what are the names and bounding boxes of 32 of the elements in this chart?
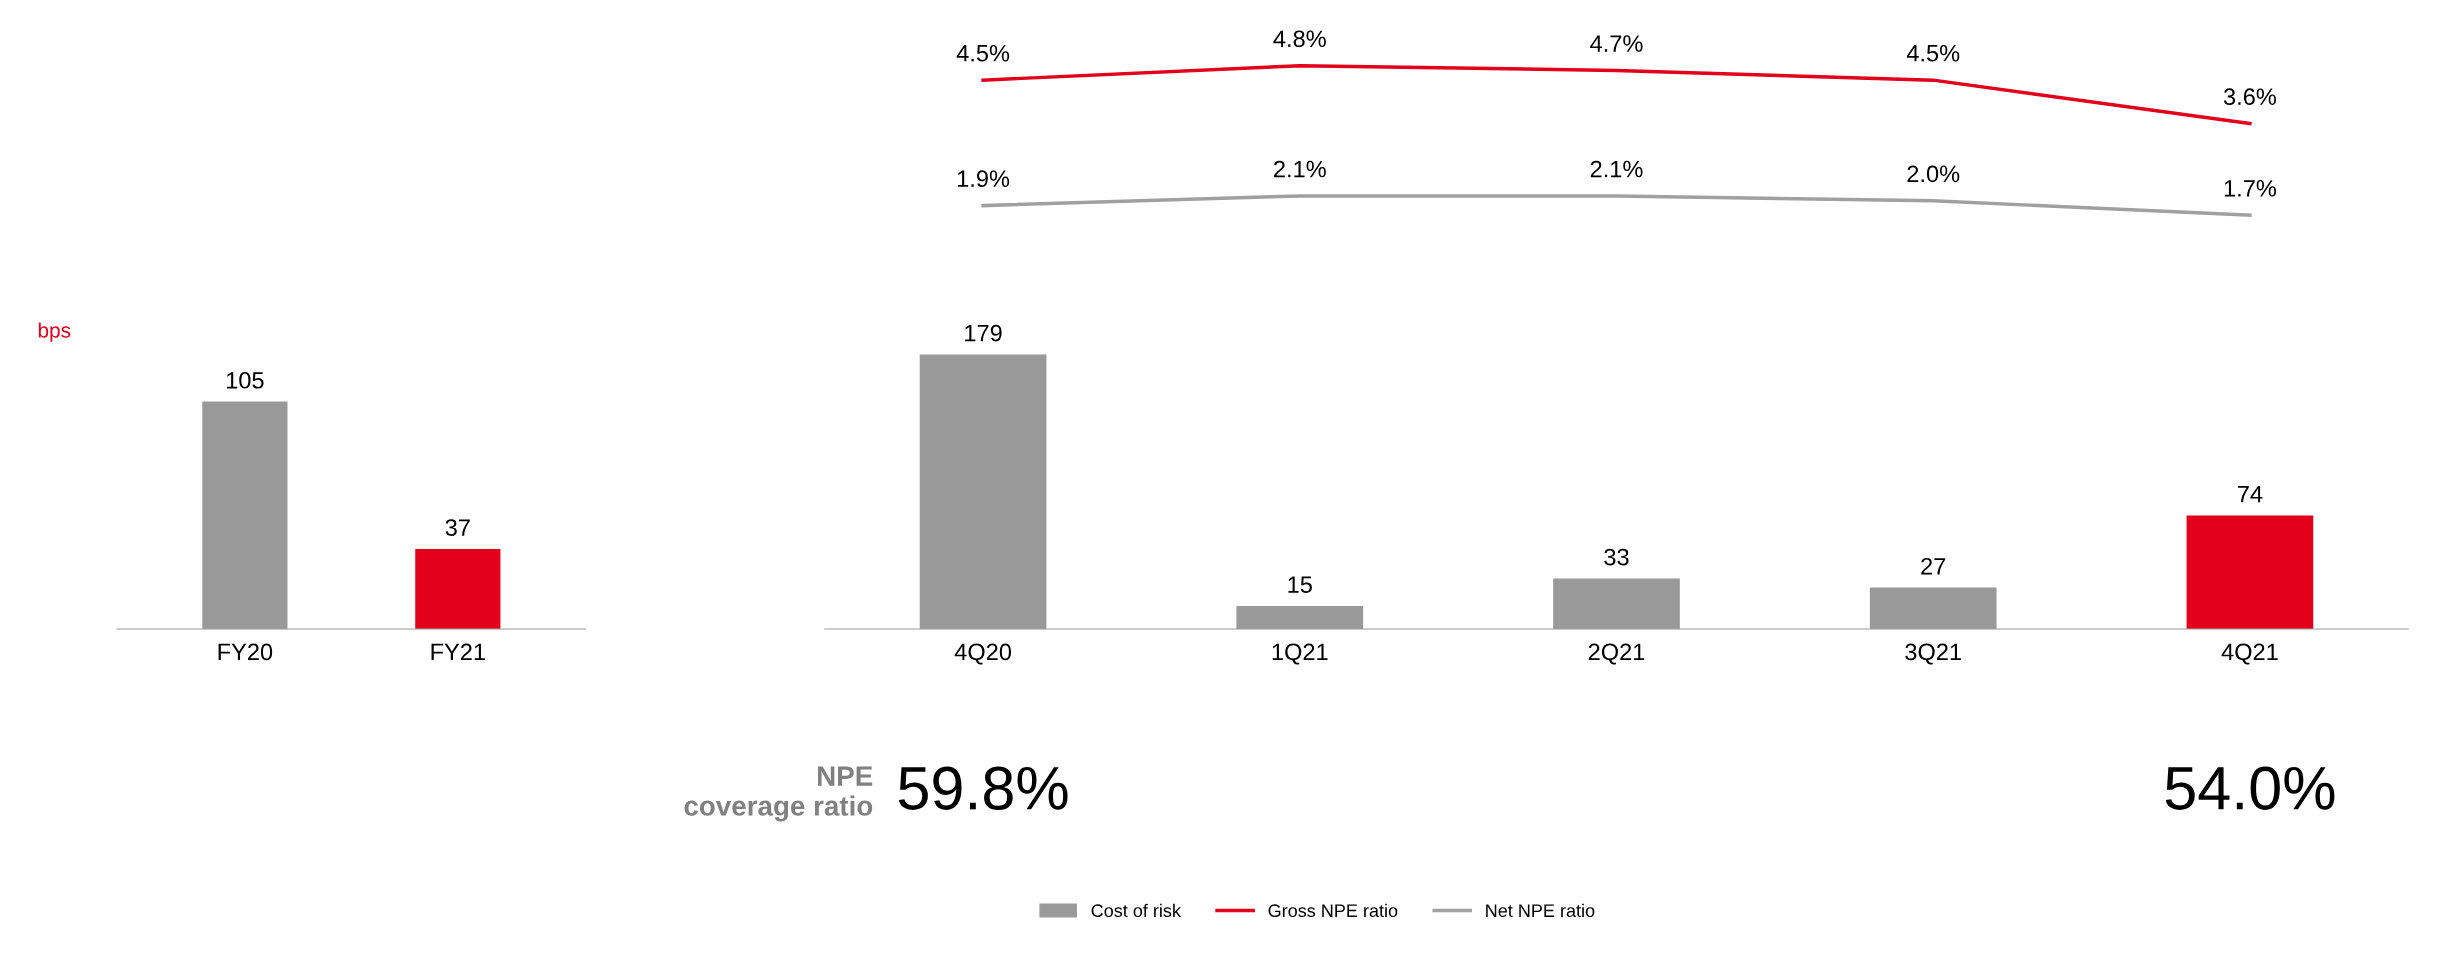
data-label: 3.6% bbox=[2223, 88, 2276, 106]
data-label: 1.9% bbox=[957, 170, 1010, 188]
text: NPE coverage ratio bbox=[684, 766, 873, 822]
data-label: 179 bbox=[965, 324, 1002, 342]
legend-label: Cost of risk bbox=[1091, 903, 1181, 918]
data-label: 2.1% bbox=[1274, 160, 1326, 178]
text: 59.8% bbox=[898, 766, 1068, 810]
bar bbox=[2186, 515, 2314, 630]
data-label: 4.5% bbox=[956, 44, 1010, 62]
text: 54.0% bbox=[2165, 766, 2335, 810]
data-label: 74 bbox=[2238, 486, 2263, 503]
data-label: 105 bbox=[226, 371, 264, 389]
x-tick-label: 2Q21 bbox=[1588, 643, 1645, 665]
data-label: 2.0% bbox=[1907, 165, 1960, 183]
data-label: 1.7% bbox=[2224, 180, 2276, 197]
x-tick-label: 3Q21 bbox=[1905, 643, 1961, 665]
data-label: 4.8% bbox=[1273, 30, 1326, 48]
data-label: 15 bbox=[1288, 576, 1312, 594]
data-label: 33 bbox=[1604, 548, 1629, 566]
data-label: 27 bbox=[1921, 557, 1946, 575]
x-tick-label: 4Q21 bbox=[2221, 643, 2278, 665]
legend-label: Gross NPE ratio bbox=[1268, 903, 1398, 918]
x-tick-label: FY20 bbox=[218, 643, 273, 661]
x-tick-label: 4Q20 bbox=[954, 643, 1012, 665]
data-label: 4.7% bbox=[1590, 35, 1643, 52]
data-label: 37 bbox=[445, 519, 470, 536]
legend-label: Net NPE ratio bbox=[1486, 903, 1595, 918]
x-tick-label: FY21 bbox=[431, 643, 485, 661]
data-label: 4.5% bbox=[1906, 44, 1960, 62]
y-axis-title: bps bbox=[38, 322, 71, 342]
data-label: 2.1% bbox=[1590, 160, 1643, 178]
x-tick-label: 1Q21 bbox=[1272, 643, 1328, 665]
